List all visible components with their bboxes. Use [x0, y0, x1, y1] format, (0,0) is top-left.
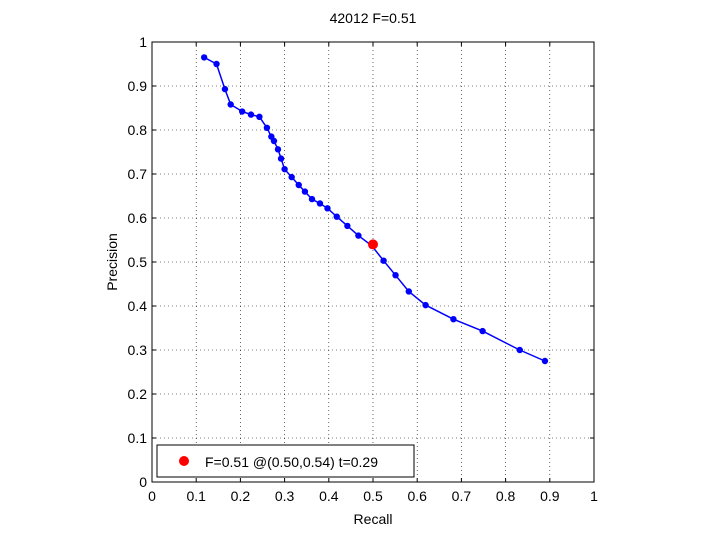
- legend: F=0.51 @(0.50,0.54) t=0.29: [156, 444, 415, 478]
- data-point: [295, 181, 302, 189]
- data-point: [200, 54, 208, 61]
- data-point: [281, 165, 288, 173]
- data-point: [277, 155, 285, 162]
- x-tick-label: 0.4: [319, 488, 339, 504]
- legend-label: F=0.51 @(0.50,0.54) t=0.29: [205, 454, 378, 470]
- data-point: [541, 357, 549, 365]
- y-tick-label: 1: [139, 34, 147, 50]
- data-point: [256, 113, 263, 121]
- y-tick-label: 0.6: [128, 210, 148, 226]
- legend-marker: [179, 456, 189, 466]
- y-tick-label: 0.8: [128, 122, 148, 138]
- chart-title: 42012 F=0.51: [330, 10, 417, 26]
- data-point: [344, 222, 351, 230]
- x-tick-label: 0.8: [496, 488, 516, 504]
- data-point: [355, 232, 362, 239]
- y-tick-label: 0.7: [128, 166, 148, 182]
- y-tick-label: 0: [139, 474, 147, 490]
- data-point: [247, 111, 255, 118]
- data-point: [221, 85, 229, 93]
- data-point: [405, 288, 413, 295]
- data-point: [450, 316, 457, 323]
- data-point: [227, 101, 234, 108]
- series-layer: [200, 54, 549, 365]
- y-tick-label: 0.9: [128, 78, 148, 94]
- x-tick-label: 0: [148, 488, 156, 504]
- x-tick-label: 0.3: [275, 488, 295, 504]
- data-point: [308, 195, 316, 203]
- x-axis-title: Recall: [354, 511, 393, 527]
- x-tick-label: 0.2: [231, 488, 251, 504]
- x-tick-label: 0.7: [452, 488, 472, 504]
- y-tick-label: 0.3: [128, 342, 148, 358]
- data-point: [324, 205, 331, 212]
- y-tick-label: 0.1: [128, 430, 148, 446]
- data-point: [333, 213, 340, 220]
- grid-lines: [152, 42, 594, 482]
- x-tick-label: 0.6: [407, 488, 427, 504]
- data-point: [479, 327, 486, 335]
- y-axis-title: Precision: [104, 233, 120, 291]
- data-point: [263, 124, 271, 131]
- x-tick-label: 1: [590, 488, 598, 504]
- data-point: [380, 257, 387, 264]
- x-tick-label: 0.1: [186, 488, 206, 504]
- data-point: [288, 173, 295, 181]
- data-point: [274, 146, 282, 153]
- data-point: [516, 346, 523, 354]
- data-point: [316, 200, 324, 207]
- x-tick-label: 0.9: [540, 488, 560, 504]
- best-f-point: [368, 239, 378, 250]
- data-point: [238, 108, 246, 115]
- data-point: [392, 272, 399, 279]
- y-tick-label: 0.2: [128, 386, 148, 402]
- data-point: [213, 60, 220, 68]
- data-point: [301, 188, 309, 195]
- data-point: [270, 137, 278, 145]
- axis-ticks: 0 0.1 0.2 0.3 0.4 0.5 0.6 0.7 0.8 0.9 1 0 0.1 0.2 0.3 0…: [128, 34, 599, 504]
- x-tick-label: 0.5: [363, 488, 383, 504]
- y-tick-label: 0.5: [128, 254, 148, 270]
- legend-box: [156, 444, 415, 478]
- y-tick-label: 0.4: [128, 298, 148, 314]
- data-point: [422, 301, 429, 309]
